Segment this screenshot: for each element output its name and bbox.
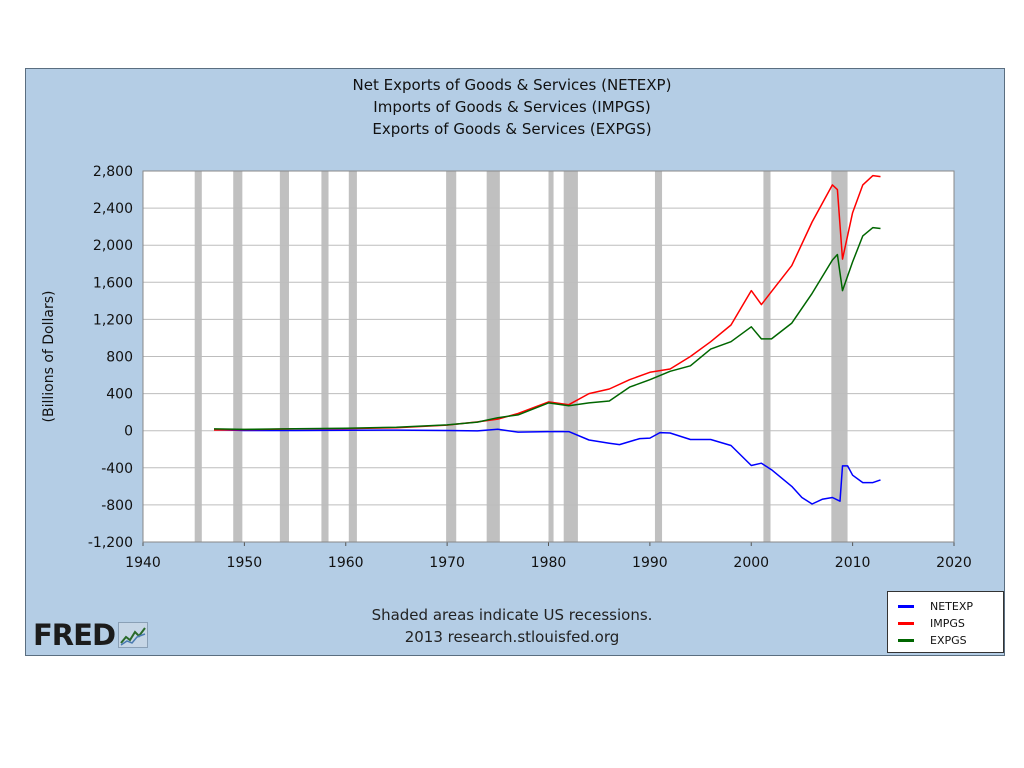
legend-swatch (898, 604, 914, 608)
x-tick-label: 1940 (125, 555, 161, 571)
y-tick-label: 1,600 (93, 275, 133, 291)
legend-label: NETEXP (930, 599, 974, 613)
y-tick-label: 1,200 (93, 312, 133, 328)
y-tick-label: 0 (124, 424, 133, 440)
fred-graph-icon (118, 622, 149, 648)
fred-logo-text: FRED (33, 618, 116, 652)
legend-label: IMPGS (930, 616, 965, 630)
chart-title-line-2: Imports of Goods & Services (IMPGS) (373, 98, 651, 116)
legend-item-impgs: IMPGS (898, 615, 965, 631)
plot-border (142, 170, 955, 543)
series-line-netexp (213, 428, 881, 505)
recession-note: Shaded areas indicate US recessions. (371, 606, 653, 624)
chart-title-line-3: Exports of Goods & Services (EXPGS) (372, 120, 652, 138)
y-tick-label: 800 (106, 350, 133, 366)
legend-swatch (898, 621, 914, 625)
y-tick-label: 2,000 (93, 238, 133, 254)
series-line-expgs (213, 226, 881, 431)
legend-label: EXPGS (930, 633, 967, 647)
y-tick-label: -800 (101, 498, 133, 514)
source-text: 2013 research.stlouisfed.org (404, 628, 620, 646)
x-tick-label: 2000 (733, 555, 769, 571)
x-tick-label: 1950 (227, 555, 263, 571)
y-axis-label: (Billions of Dollars) (41, 291, 57, 423)
chart-title-line-1: Net Exports of Goods & Services (NETEXP) (352, 76, 672, 94)
y-tick-label: 2,400 (93, 201, 133, 217)
y-tick-label: 400 (106, 387, 133, 403)
legend-item-netexp: NETEXP (898, 598, 973, 614)
legend-swatch (898, 638, 914, 642)
y-tick-label: 2,800 (93, 164, 133, 180)
chart-legend: NETEXP IMPGS EXPGS (887, 591, 1004, 653)
x-tick-label: 2010 (835, 555, 871, 571)
y-tick-label: -400 (101, 461, 133, 477)
x-tick-label: 1960 (328, 555, 364, 571)
x-tick-label: 1990 (632, 555, 668, 571)
x-tick-label: 1980 (531, 555, 567, 571)
x-tick-label: 2020 (936, 555, 972, 571)
y-tick-label: -1,200 (88, 535, 133, 551)
legend-item-expgs: EXPGS (898, 632, 967, 648)
fred-logo: FRED (33, 618, 149, 652)
x-tick-label: 1970 (429, 555, 465, 571)
